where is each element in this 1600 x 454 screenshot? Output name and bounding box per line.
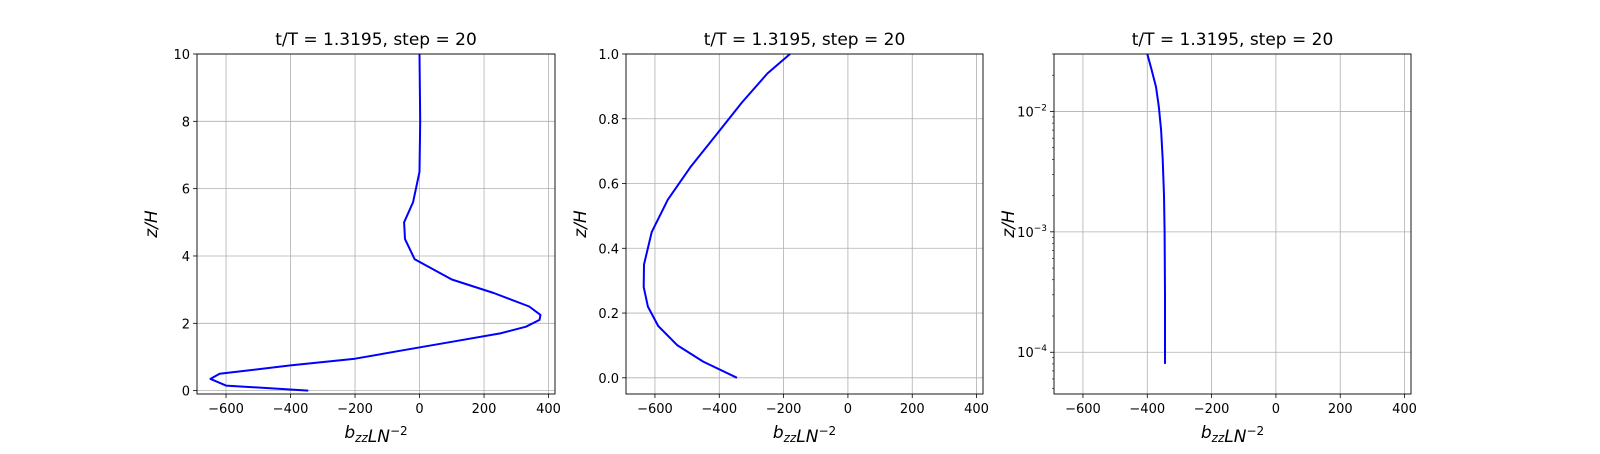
x-tick-label: 200 [472, 402, 497, 417]
chart-panel-2: −600 −400 −200 0 200 400 0.0 0.2 0.4 0.6 0.8 1.0 t/T… [571, 30, 989, 447]
chart-panel-1: −600 −400 −200 0 200 400 0 2 4 6 8 10 t/T = 1.3195, … [142, 30, 561, 447]
y-tick-label: 0.4 [598, 242, 619, 257]
y-tick-label: 0.0 [598, 372, 619, 387]
y-tick-label: 0.2 [598, 307, 619, 322]
x-axis-label: bzzLN−2 [773, 423, 836, 447]
series-line [642, 53, 791, 379]
y-axis-label: z/H [999, 210, 1019, 239]
x-tick-label: −400 [273, 402, 309, 417]
x-tick-label: 400 [1392, 402, 1417, 417]
series-line [209, 53, 542, 392]
x-tick-label: −600 [208, 402, 244, 417]
axes-frame [196, 53, 556, 395]
x-tick-label: 200 [1328, 402, 1353, 417]
x-axis-label: bzzLN−2 [344, 423, 407, 447]
y-tick-label: 0.6 [598, 178, 619, 193]
y-tick-label: 10−4 [1017, 344, 1047, 361]
x-tick-label: −200 [1194, 402, 1230, 417]
y-tick-label: 0 [182, 385, 190, 400]
series-line [1146, 53, 1166, 364]
chart-title: t/T = 1.3195, step = 20 [275, 30, 477, 50]
y-tick-label: 10−2 [1017, 103, 1047, 120]
y-tick-label: 2 [182, 317, 190, 332]
x-tick-label: −200 [337, 402, 373, 417]
y-tick-label: 8 [182, 115, 190, 130]
x-tick-label: 400 [964, 402, 989, 417]
x-tick-label: −400 [701, 402, 737, 417]
x-tick-label: −200 [766, 402, 802, 417]
axes-frame [625, 53, 984, 395]
x-axis-label: bzzLN−2 [1201, 423, 1264, 447]
x-tick-label: 0 [1272, 402, 1280, 417]
x-tick-label: 0 [415, 402, 423, 417]
x-tick-label: −600 [637, 402, 673, 417]
axes-frame [1053, 53, 1412, 395]
y-tick-label: 1.0 [598, 48, 619, 63]
x-tick-label: −400 [1129, 402, 1165, 417]
chart-panel-3: −600 −400 −200 0 200 400 10−4 10−3 10−2 t/T = 1.3… [999, 30, 1417, 447]
y-axis-label: z/H [571, 210, 591, 239]
x-tick-label: −600 [1065, 402, 1101, 417]
x-tick-label: 400 [536, 402, 561, 417]
chart-title: t/T = 1.3195, step = 20 [704, 30, 906, 50]
y-tick-label: 10−3 [1017, 224, 1047, 241]
x-tick-label: 200 [900, 402, 925, 417]
y-tick-label: 4 [182, 250, 190, 265]
x-tick-label: 0 [844, 402, 852, 417]
y-tick-label: 10 [173, 48, 190, 63]
y-tick-label: 0.8 [598, 113, 619, 128]
chart-title: t/T = 1.3195, step = 20 [1132, 30, 1334, 50]
y-tick-label: 6 [182, 183, 190, 198]
y-axis-label: z/H [142, 210, 162, 239]
